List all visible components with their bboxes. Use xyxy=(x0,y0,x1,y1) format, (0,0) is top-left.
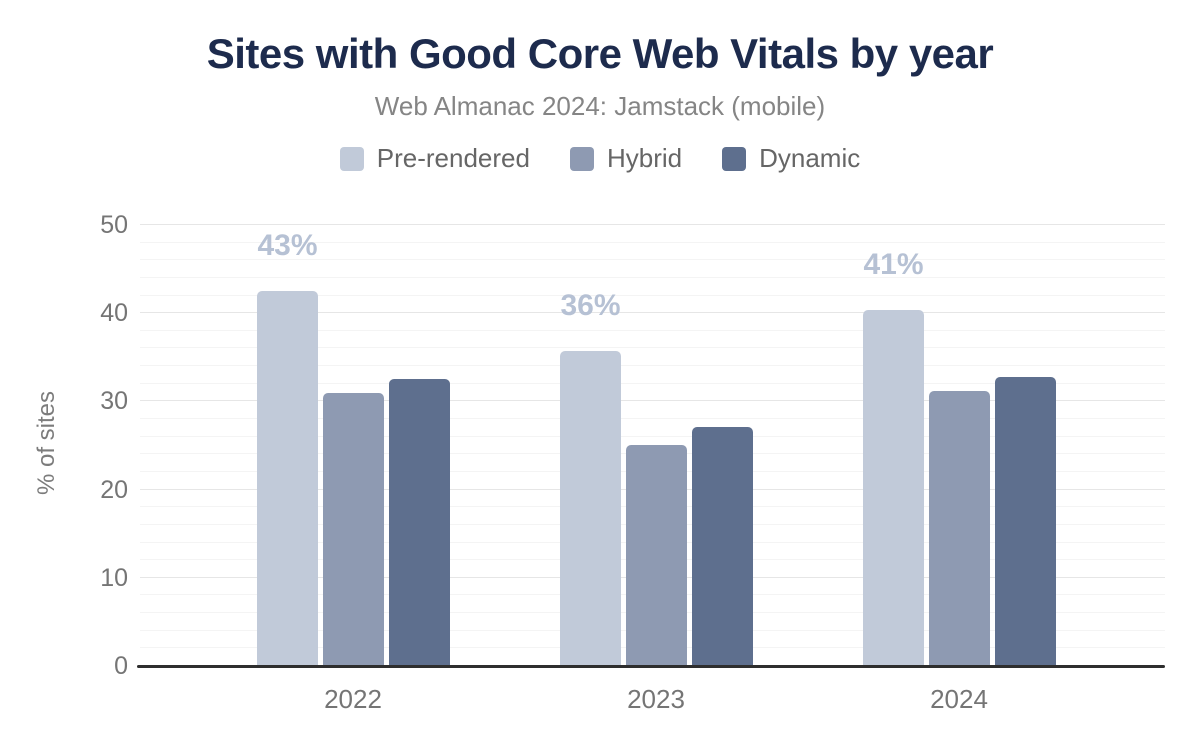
y-tick-label: 40 xyxy=(100,299,128,328)
gridline-minor xyxy=(140,435,1165,437)
gridline-minor xyxy=(140,365,1165,367)
y-tick-label: 30 xyxy=(100,387,128,416)
x-axis-label: 2024 xyxy=(930,684,988,714)
gridline-minor xyxy=(140,329,1165,331)
gridline-major xyxy=(140,400,1165,402)
bar-dynamic-2024 xyxy=(995,377,1056,666)
y-tick-label: 0 xyxy=(114,652,128,680)
gridline-minor xyxy=(140,241,1165,243)
legend-swatch xyxy=(722,146,747,171)
gridline-minor xyxy=(140,259,1165,261)
x-axis-line xyxy=(137,665,1165,668)
bar-value-label: 36% xyxy=(560,289,621,322)
legend-item-hybrid: Hybrid xyxy=(569,143,683,174)
gridline-major xyxy=(140,224,1165,225)
y-axis-title: % of sites xyxy=(33,390,60,496)
bar-hybrid-2024 xyxy=(929,391,990,666)
bar-pre-rendered-2024 xyxy=(863,310,924,666)
gridline-minor xyxy=(140,382,1165,384)
legend-label: Hybrid xyxy=(606,143,683,173)
legend-item-dynamic: Dynamic xyxy=(722,143,860,174)
gridline-major xyxy=(140,312,1165,314)
bar-pre-rendered-2022 xyxy=(257,291,318,666)
gridline-minor xyxy=(140,347,1165,349)
bar-value-label: 41% xyxy=(863,248,924,281)
bar-hybrid-2023 xyxy=(626,445,687,666)
legend-item-pre-rendered: Pre-rendered xyxy=(339,143,530,174)
legend-label: Dynamic xyxy=(759,143,861,173)
chart-legend: Pre-rendered Hybrid Dynamic xyxy=(0,143,1200,174)
gridline-minor xyxy=(140,418,1165,420)
chart-title: Sites with Good Core Web Vitals by year xyxy=(206,30,994,77)
legend-label: Pre-rendered xyxy=(376,143,530,173)
bar-dynamic-2023 xyxy=(692,427,753,666)
y-tick-label: 10 xyxy=(100,563,128,592)
legend-swatch xyxy=(339,146,364,171)
bar-value-label: 43% xyxy=(257,229,318,262)
x-axis-label: 2023 xyxy=(627,684,685,714)
bar-dynamic-2022 xyxy=(389,379,450,666)
y-tick-label: 50 xyxy=(100,211,128,239)
y-tick-label: 20 xyxy=(100,475,128,504)
legend-swatch xyxy=(569,146,594,171)
bar-pre-rendered-2023 xyxy=(560,351,621,666)
chart-subtitle: Web Almanac 2024: Jamstack (mobile) xyxy=(374,91,826,121)
gridline-minor xyxy=(140,276,1165,278)
plot-area: 43% 36% 41% xyxy=(140,224,1165,666)
x-axis-label: 2022 xyxy=(324,684,382,714)
bar-hybrid-2022 xyxy=(323,393,384,666)
gridline-minor xyxy=(140,294,1165,296)
